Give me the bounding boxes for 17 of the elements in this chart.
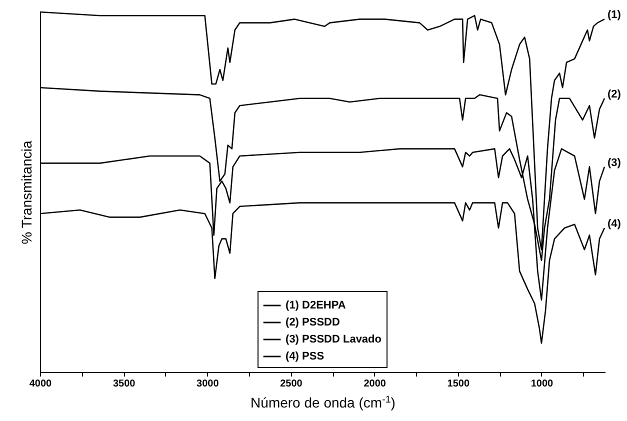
y-axis-title: % Transmitancia [18,140,34,244]
x-axis-title: Número de onda (cm$^{-1}$) [250,394,396,410]
x-tick-label: 1500 [447,378,470,390]
text: (3) [608,156,622,169]
text: (4) [608,218,622,230]
legend-label: (2) PSSDD [286,316,340,328]
text: (1) [608,9,622,22]
x-tick-label: 2500 [280,378,303,390]
x-tick-label: 3000 [196,378,220,390]
x-tick-label: 2000 [364,378,386,390]
x-tick-label: 1000 [530,378,554,390]
legend-label: (1) D2EHPA [286,300,346,312]
x-tick-label: 4000 [29,378,52,390]
legend-label: (3) PSSDD Lavado [286,334,382,346]
legend-label: (4) PSS [286,350,324,362]
text: (2) [608,88,622,100]
x-tick-label: 3500 [112,378,136,390]
